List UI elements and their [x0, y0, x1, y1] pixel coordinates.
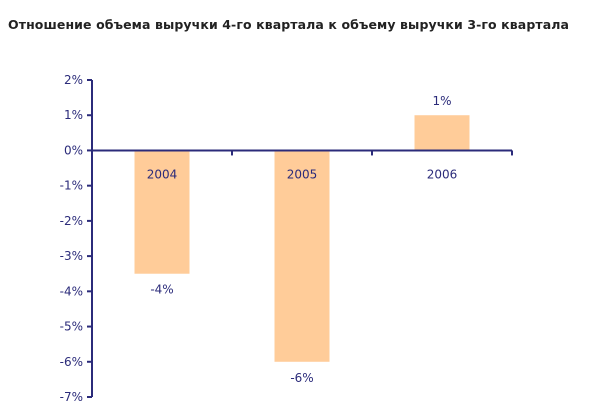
y-tick-label: -2%: [60, 214, 83, 228]
y-tick-label: -6%: [60, 355, 83, 369]
y-tick-label: 0%: [64, 143, 83, 157]
data-label: -4%: [150, 283, 173, 297]
category-label: 2006: [427, 167, 458, 181]
y-tick-label: -5%: [60, 320, 83, 334]
bar-2006: [414, 115, 470, 151]
category-label: 2005: [287, 167, 318, 181]
bar-2004: [134, 150, 190, 274]
y-tick-label: 2%: [64, 73, 83, 87]
bar-2005: [274, 150, 330, 362]
y-tick-label: -4%: [60, 284, 83, 298]
y-tick-label: -3%: [60, 249, 83, 263]
category-label: 2004: [147, 167, 178, 181]
y-tick-label: 1%: [64, 108, 83, 122]
chart-title: Отношение объема выручки 4-го квартала к…: [8, 17, 570, 32]
y-tick-label: -7%: [60, 390, 83, 404]
y-tick-label: -1%: [60, 179, 83, 193]
data-label: 1%: [432, 94, 451, 108]
data-label: -6%: [290, 371, 313, 385]
